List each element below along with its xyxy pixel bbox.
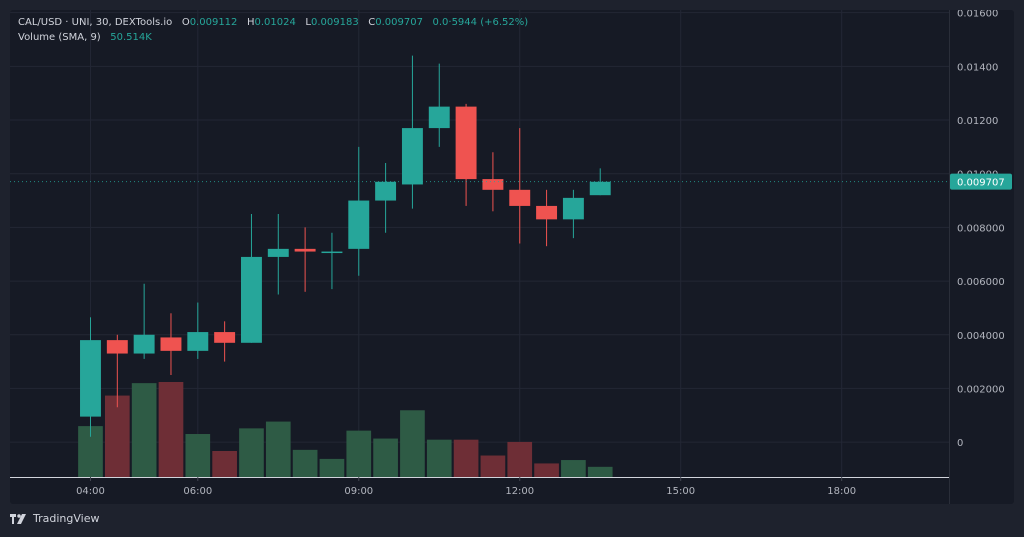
volume-bar — [587, 466, 613, 477]
volume-bar — [346, 430, 372, 477]
volume-bar — [265, 421, 291, 477]
time-axis-tick-label: 18:00 — [827, 486, 856, 497]
candle-body — [187, 332, 209, 351]
price-axis-tick-label: 0.01200 — [957, 116, 998, 127]
time-axis-tick-label: 09:00 — [344, 486, 373, 497]
legend-open-label: O — [181, 17, 190, 28]
price-axis-tick-label: 0.008000 — [957, 223, 1005, 234]
volume-bar — [400, 410, 425, 477]
time-axis[interactable]: 04:00 06:00 09:00 12:00 15:00 18:00 — [76, 477, 856, 497]
volume-bar — [561, 460, 586, 477]
legend-volume: Volume (SMA, 9) 50.514K — [18, 31, 152, 45]
time-axis-tick-label: 06:00 — [183, 486, 212, 497]
legend-volume-value: 50.514K — [110, 32, 152, 43]
candle-body — [80, 340, 101, 417]
candle-body — [106, 340, 128, 354]
last-price-tag-background — [950, 173, 1012, 190]
legend-low-value: 0.009183 — [310, 17, 359, 28]
price-chart[interactable]: 0.016000.014000.012000.010000.0080000.00… — [10, 10, 1014, 504]
tradingview-brand[interactable]: TradingView — [10, 512, 99, 525]
price-axis-tick-label: 0.006000 — [957, 277, 1005, 288]
price-axis-tick-label: 0.002000 — [957, 384, 1005, 395]
legend-close-value: 0.009707 — [375, 17, 423, 28]
volume-bar — [453, 439, 479, 477]
volume-bar — [131, 383, 157, 477]
time-axis-tick-label: 12:00 — [505, 486, 534, 497]
volume-bar — [319, 458, 345, 477]
candle-body — [267, 248, 289, 257]
legend-open-value: 0.009112 — [189, 17, 238, 28]
legend-high-label: H — [246, 17, 255, 28]
volume-bar — [104, 395, 130, 477]
volume-bar — [507, 441, 533, 477]
volume-bar — [480, 455, 506, 477]
time-axis-tick-label: 04:00 — [76, 486, 105, 497]
candle-body — [240, 256, 262, 343]
legend-low-label: L — [305, 17, 311, 28]
candle-body — [294, 248, 316, 252]
volume-bar — [373, 438, 398, 477]
volume-bar — [212, 450, 237, 477]
candle-body — [375, 181, 397, 201]
candle-body — [401, 128, 423, 185]
legend-change-value: 0.0·5944 (+6.52%) — [432, 17, 529, 28]
price-axis-tick-label: 0 — [957, 438, 963, 449]
volume-bars — [78, 382, 613, 477]
candle-body — [321, 251, 343, 254]
legend-ohlc: CAL/USD · UNI, 30, DEXTools.io O0.009112… — [18, 16, 528, 30]
legend-close-label: C — [368, 17, 376, 28]
candle-body — [214, 332, 236, 343]
volume-bar — [239, 428, 264, 477]
candle-body — [536, 205, 558, 220]
volume-bar — [534, 463, 559, 477]
price-axis-tick-label: 0.01400 — [957, 62, 998, 73]
time-axis-tick-label: 15:00 — [666, 486, 695, 497]
brand-name: TradingView — [33, 512, 100, 525]
candle-body — [348, 200, 370, 249]
candle-body — [482, 179, 504, 190]
candle-body — [589, 181, 611, 196]
candlesticks — [80, 55, 611, 437]
candle-body — [160, 337, 182, 351]
price-axis-tick-label: 0.004000 — [957, 331, 1005, 342]
candle-body — [455, 106, 477, 180]
volume-bar — [185, 434, 211, 477]
volume-bar — [426, 439, 452, 477]
candle-body — [509, 189, 531, 206]
price-axis[interactable]: 0.016000.014000.012000.010000.0080000.00… — [957, 10, 1005, 449]
chart-pane[interactable]: 0.016000.014000.012000.010000.0080000.00… — [10, 10, 1014, 504]
price-axis-tick-label: 0.01600 — [957, 10, 998, 20]
last-price-tag-label: 0.009707 — [957, 178, 1005, 189]
last-price-tag: 0.009707 — [950, 173, 1012, 190]
volume-bar — [292, 449, 318, 477]
legend-high-value: 0.01024 — [254, 17, 296, 28]
candle-body — [428, 106, 450, 129]
candle-body — [133, 334, 155, 354]
legend-volume-label[interactable]: Volume (SMA, 9) — [18, 32, 101, 43]
candle-body — [562, 197, 584, 220]
legend-symbol[interactable]: CAL/USD · UNI, 30, DEXTools.io — [18, 17, 173, 28]
volume-bar — [158, 382, 184, 477]
tradingview-logo-icon — [10, 513, 26, 524]
